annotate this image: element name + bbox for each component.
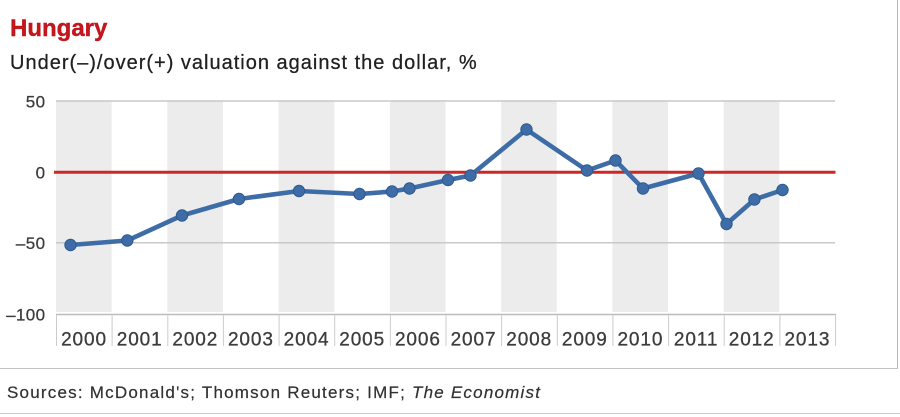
svg-text:0: 0 xyxy=(36,164,46,183)
svg-text:2000: 2000 xyxy=(61,330,107,351)
svg-text:2011: 2011 xyxy=(674,330,718,351)
svg-text:50: 50 xyxy=(26,93,46,112)
svg-text:–50: –50 xyxy=(16,234,46,253)
svg-text:2010: 2010 xyxy=(617,330,663,351)
svg-text:2012: 2012 xyxy=(729,330,775,351)
svg-text:2008: 2008 xyxy=(506,330,552,351)
svg-text:2004: 2004 xyxy=(284,330,330,351)
svg-text:2013: 2013 xyxy=(784,330,830,351)
svg-text:2002: 2002 xyxy=(172,330,218,351)
svg-text:2009: 2009 xyxy=(562,330,608,351)
svg-text:–100: –100 xyxy=(6,306,45,325)
svg-text:2006: 2006 xyxy=(395,330,441,351)
svg-text:2001: 2001 xyxy=(117,330,163,351)
svg-text:2005: 2005 xyxy=(339,330,385,351)
svg-text:2007: 2007 xyxy=(451,330,497,351)
svg-text:2003: 2003 xyxy=(228,330,274,351)
